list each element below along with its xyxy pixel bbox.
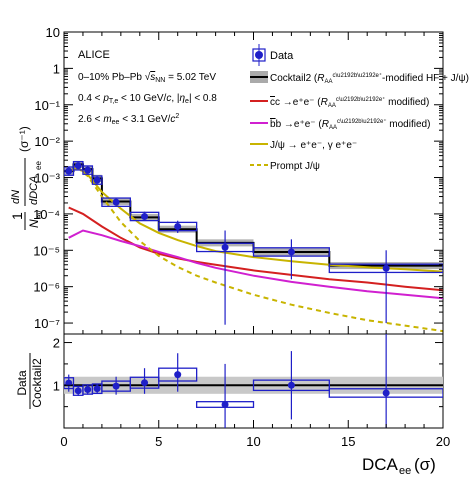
- svg-text:Cocktail2 (RAAc\u2192b\u2192e⁺: Cocktail2 (RAAc\u2192b\u2192e⁺-modified …: [270, 72, 469, 85]
- data-marker: [287, 248, 295, 256]
- svg-text:1: 1: [9, 212, 25, 220]
- prompt-jpsi-curve: [68, 167, 443, 333]
- legend-entry-cocktail2: Cocktail2 (RAAc\u2192b\u2192e⁺-modified …: [250, 71, 469, 85]
- main-y-tick-label: 10⁻⁶: [33, 280, 60, 295]
- data-point-3: [91, 175, 103, 185]
- svg-text:Cocktail2: Cocktail2: [30, 358, 44, 408]
- ratio-plot-area: [64, 334, 443, 428]
- svg-text:cc →e⁺e⁻ (RAAc\u2192b\u2192e⁺: cc →e⁺e⁻ (RAAc\u2192b\u2192e⁺ modified): [270, 96, 429, 109]
- data-marker: [221, 243, 229, 251]
- data-marker: [93, 176, 101, 184]
- svg-text:N: N: [27, 219, 41, 228]
- data-marker: [65, 167, 73, 175]
- ratio-marker: [287, 381, 295, 389]
- annotation-mass: 2.6 < mee < 3.1 GeV/c2: [78, 113, 179, 126]
- svg-text:Data: Data: [15, 370, 29, 396]
- x-tick-label: 20: [436, 434, 450, 449]
- legend-entry-jpsi: J/ψ → e⁺e⁻, γ e⁺e⁻: [250, 140, 357, 151]
- svg-text:J/ψ → e⁺e⁻, γ e⁺e⁻: J/ψ → e⁺e⁻, γ e⁺e⁻: [270, 140, 357, 151]
- main-y-tick-label: 10⁻²: [34, 134, 60, 149]
- ratio-marker: [74, 387, 82, 395]
- data-syst-box: [101, 197, 131, 207]
- data-marker: [84, 166, 92, 174]
- data-point-8: [252, 239, 330, 280]
- x-tick-label: 15: [341, 434, 355, 449]
- svg-text:ee: ee: [34, 161, 43, 170]
- svg-text:dN: dN: [10, 190, 22, 204]
- jpsi-curve: [68, 167, 443, 273]
- annotation-collision: 0–10% Pb–Pb √sNN = 5.02 TeV: [78, 71, 216, 84]
- experiment-label: ALICE: [78, 49, 110, 61]
- ratio-marker: [112, 382, 120, 390]
- x-tick-label: 5: [155, 434, 162, 449]
- data-marker: [112, 198, 120, 206]
- main-y-tick-label: 1: [53, 61, 60, 76]
- main-plot-area: [64, 160, 443, 333]
- data-marker: [74, 162, 82, 170]
- svg-text:ev: ev: [35, 211, 44, 219]
- bbbar-curve: [68, 229, 443, 300]
- data-syst-box: [64, 166, 75, 176]
- ratio-point-6: [158, 353, 198, 392]
- svg-text:bb →e⁺e⁻ (RAAc\u2192b\u2192e⁺: bb →e⁺e⁻ (RAAc\u2192b\u2192e⁺ modified): [270, 118, 430, 131]
- x-axis-title: DCA ee (σ): [362, 455, 436, 477]
- data-marker: [141, 212, 149, 220]
- main-y-tick-label: 10⁻³: [34, 171, 60, 186]
- legend-entry-ccbar: cc →e⁺e⁻ (RAAc\u2192b\u2192e⁺ modified): [250, 96, 429, 109]
- svg-text:(σ⁻¹): (σ⁻¹): [17, 126, 31, 152]
- main-y-tick-label: 10⁻¹: [34, 98, 60, 113]
- ratio-point-5: [129, 368, 160, 394]
- svg-text:Data: Data: [270, 50, 294, 62]
- data-syst-box: [82, 165, 94, 175]
- main-y-axis-title: 1 N ev dN dDCA ee (σ⁻¹): [9, 126, 44, 230]
- main-y-tick-label: 10⁻⁴: [33, 207, 60, 222]
- svg-text:dDCA: dDCA: [28, 176, 40, 205]
- x-tick-label: 0: [60, 434, 67, 449]
- ratio-y-tick-label: 1: [53, 378, 60, 393]
- main-y-tick-label: 10: [46, 25, 60, 40]
- ratio-point-8: [252, 351, 330, 420]
- ratio-marker: [84, 386, 92, 394]
- main-y-tick-label: 10⁻⁷: [34, 316, 60, 331]
- ratio-marker: [382, 389, 390, 397]
- annotation-kinematics: 0.4 < pT,e < 10 GeV/c, |ηe| < 0.8: [78, 93, 217, 105]
- data-syst-box: [91, 175, 103, 185]
- ratio-point-0: [64, 374, 75, 392]
- main-y-tick-label: 10⁻⁵: [33, 243, 60, 258]
- axes: 0 5 10 15 20 10⁻⁷ 10⁻⁶ 10⁻⁵ 10⁻⁴ 10⁻³ 10⁻² 10⁻¹ 1 10 1…: [33, 25, 450, 449]
- ratio-marker: [141, 379, 149, 387]
- ratio-marker: [174, 371, 182, 379]
- data-marker: [382, 264, 390, 272]
- ratio-marker: [93, 385, 101, 393]
- legend-entry-prompt-jpsi: Prompt J/ψ: [250, 161, 320, 172]
- ratio-point-7: [195, 363, 255, 428]
- legend: Data Cocktail2 (RAAc\u2192b\u2192e⁺-modi…: [250, 44, 469, 172]
- x-tick-label: 10: [246, 434, 260, 449]
- data-point-9: [328, 250, 443, 324]
- legend-entry-bbbar: bb →e⁺e⁻ (RAAc\u2192b\u2192e⁺ modified): [250, 118, 430, 131]
- svg-text:(σ): (σ): [414, 455, 436, 474]
- data-point-2: [82, 165, 94, 175]
- data-point-5: [129, 211, 160, 222]
- ratio-y-axis-title: Data Cocktail2: [15, 353, 44, 409]
- ratio-point-9: [328, 334, 443, 428]
- legend-entry-data: Data: [252, 44, 294, 66]
- svg-text:DCA: DCA: [362, 455, 399, 474]
- data-point-0: [64, 166, 75, 176]
- data-point-6: [158, 220, 198, 233]
- ratio-marker: [221, 401, 229, 408]
- annotation-block: ALICE 0–10% Pb–Pb √sNN = 5.02 TeV 0.4 < …: [78, 49, 217, 126]
- ratio-y-tick-label: 2: [53, 336, 60, 351]
- svg-text:Prompt J/ψ: Prompt J/ψ: [270, 161, 320, 172]
- svg-text:ee: ee: [399, 465, 411, 476]
- data-marker: [174, 223, 182, 231]
- data-point-4: [101, 197, 131, 207]
